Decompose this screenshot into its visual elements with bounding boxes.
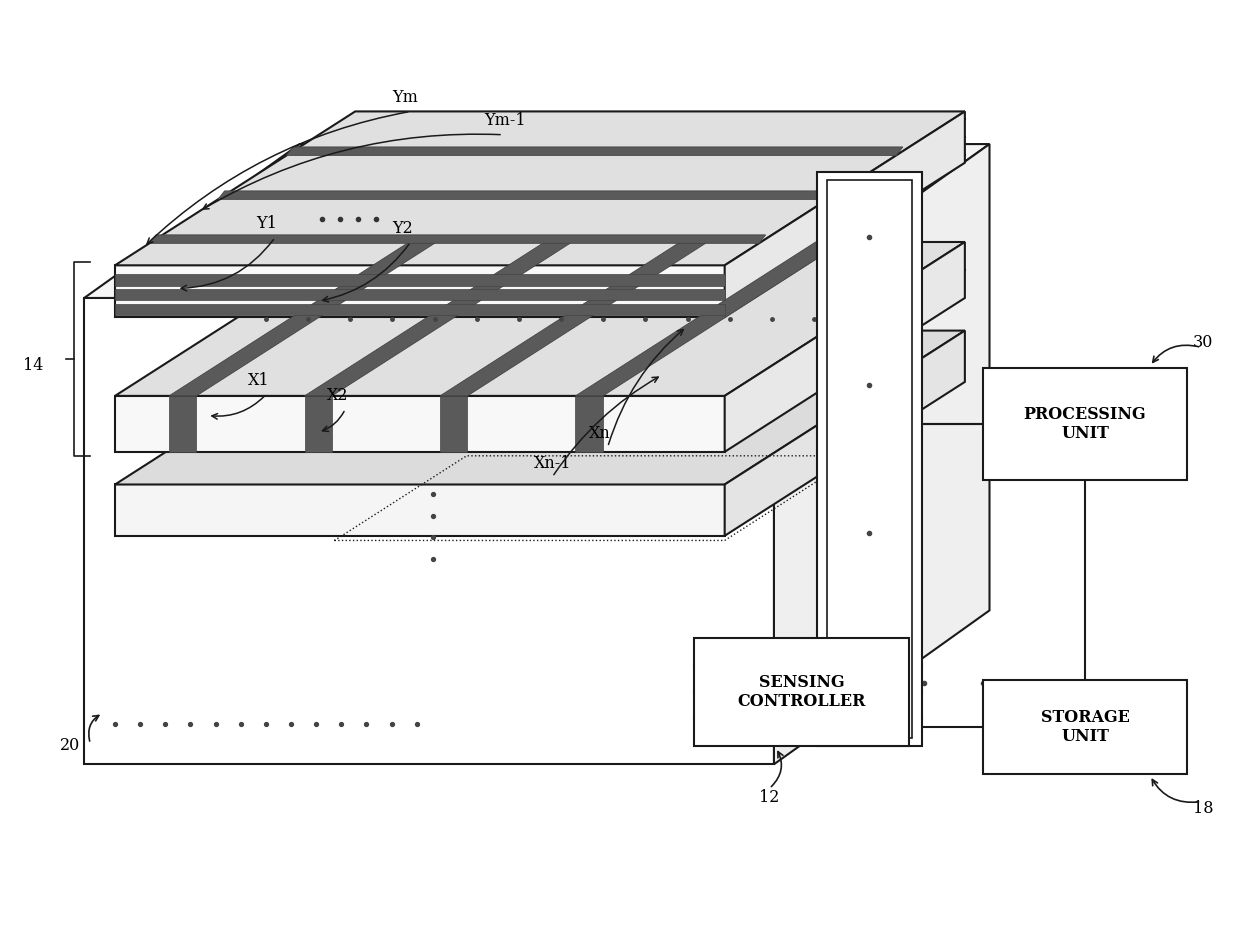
- Bar: [983, 680, 1187, 774]
- Polygon shape: [115, 275, 724, 286]
- Polygon shape: [724, 330, 965, 535]
- Text: STORAGE
UNIT: STORAGE UNIT: [1040, 709, 1130, 745]
- Text: 20: 20: [60, 738, 79, 755]
- Text: 12: 12: [759, 789, 779, 805]
- Bar: [817, 172, 921, 745]
- Polygon shape: [115, 111, 965, 265]
- Text: Xn-1: Xn-1: [533, 455, 572, 471]
- Text: SENSING
CONTROLLER: SENSING CONTROLLER: [738, 674, 866, 710]
- Polygon shape: [169, 242, 436, 396]
- Text: 30: 30: [1193, 334, 1213, 351]
- Text: 14: 14: [22, 357, 43, 374]
- Polygon shape: [724, 111, 965, 316]
- Text: Ym: Ym: [392, 89, 418, 106]
- Text: Xn: Xn: [589, 424, 611, 442]
- Bar: [827, 180, 911, 738]
- Polygon shape: [575, 242, 843, 396]
- Text: X2: X2: [327, 387, 348, 404]
- Polygon shape: [115, 265, 724, 316]
- Polygon shape: [286, 147, 903, 155]
- Polygon shape: [305, 242, 572, 396]
- Text: 18: 18: [1193, 800, 1213, 817]
- Bar: [694, 638, 909, 745]
- Text: PROCESSING
UNIT: PROCESSING UNIT: [1024, 406, 1146, 442]
- Polygon shape: [218, 191, 835, 199]
- Polygon shape: [774, 144, 990, 764]
- Text: X1: X1: [248, 372, 269, 389]
- Text: Y1: Y1: [257, 215, 278, 232]
- Polygon shape: [115, 485, 724, 535]
- Polygon shape: [440, 396, 467, 452]
- Polygon shape: [149, 235, 765, 244]
- Polygon shape: [115, 304, 724, 315]
- Text: Y2: Y2: [392, 219, 413, 237]
- Polygon shape: [305, 396, 332, 452]
- Polygon shape: [169, 396, 196, 452]
- Polygon shape: [724, 242, 965, 452]
- Polygon shape: [115, 242, 965, 396]
- Bar: [983, 368, 1187, 480]
- Polygon shape: [84, 298, 774, 764]
- Polygon shape: [115, 396, 724, 452]
- Polygon shape: [115, 330, 965, 485]
- Polygon shape: [440, 242, 708, 396]
- Text: Ym-1: Ym-1: [485, 112, 526, 130]
- Polygon shape: [84, 144, 990, 298]
- Polygon shape: [115, 289, 724, 300]
- Polygon shape: [575, 396, 603, 452]
